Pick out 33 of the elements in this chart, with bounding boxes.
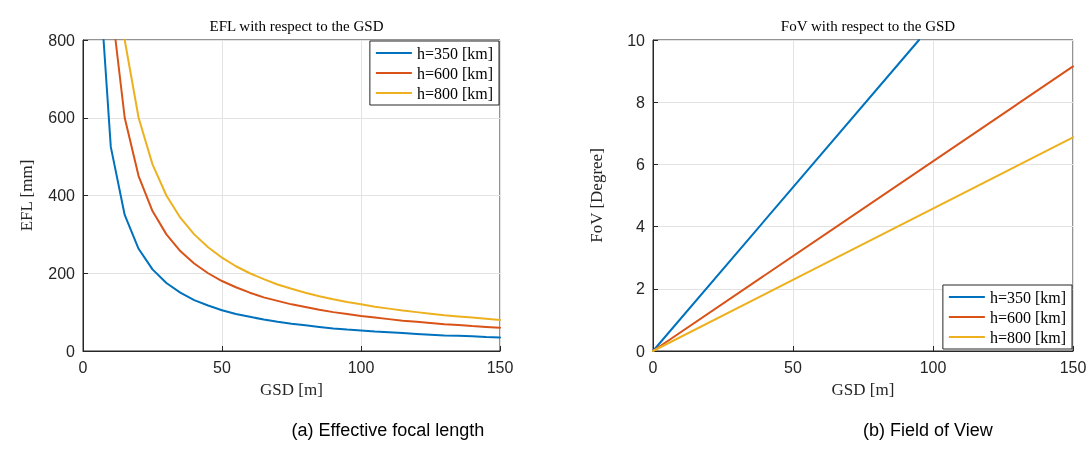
x-tick-label: 100 — [347, 358, 375, 376]
legend-label: h=350 [km] — [989, 288, 1066, 306]
y-tick-label: 8 — [636, 93, 646, 111]
x-tick-label: 150 — [486, 358, 514, 376]
x-axis-title: GSD [m] — [260, 380, 323, 399]
legend-label: h=800 [km] — [989, 328, 1066, 346]
x-tick-label: 50 — [213, 358, 231, 376]
y-tick-label: 10 — [627, 31, 646, 49]
text: (a) Effective focal length — [291, 420, 485, 440]
y-tick-label: 200 — [48, 264, 76, 282]
x-tick-label: 150 — [1059, 358, 1087, 376]
x-tick-label: 100 — [919, 358, 947, 376]
chart-title: FoV with respect to the GSD — [780, 17, 956, 34]
x-axis-title: GSD [m] — [831, 380, 895, 399]
x-tick-label: 50 — [784, 358, 802, 376]
legend-label: h=600 [km] — [989, 308, 1066, 326]
text: (b) Field of View — [863, 420, 994, 440]
y-tick-label: 2 — [636, 280, 646, 298]
legend-label: h=600 [km] — [416, 64, 493, 82]
x-tick-label: 0 — [648, 358, 658, 376]
y-tick-label: 600 — [48, 109, 76, 127]
y-tick-label: 0 — [66, 342, 76, 360]
y-tick-label: 800 — [48, 31, 76, 49]
y-tick-label: 0 — [636, 342, 646, 360]
y-tick-label: 4 — [636, 218, 646, 236]
chart-title: EFL with respect to the GSD — [209, 17, 384, 34]
y-axis-title: FoV [Degree] — [587, 148, 606, 243]
legend-label: h=350 [km] — [416, 44, 493, 62]
y-tick-label: 6 — [636, 155, 646, 173]
x-tick-label: 0 — [78, 358, 88, 376]
y-tick-label: 400 — [48, 187, 76, 204]
legend-label: h=800 [km] — [416, 84, 493, 102]
y-axis-title: EFL [mm] — [17, 159, 36, 232]
